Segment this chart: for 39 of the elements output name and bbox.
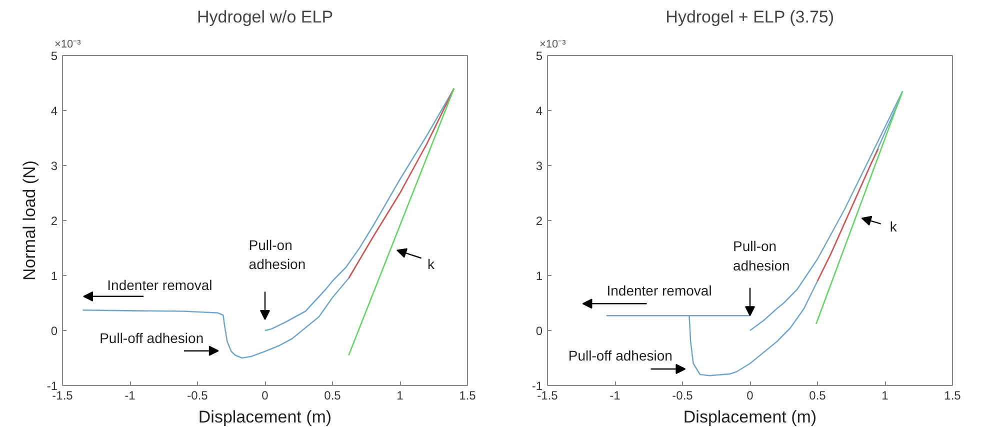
x-tick-label: 0 [262, 388, 269, 402]
y-tick-label: 0 [50, 324, 58, 338]
x-tick-label: 1.5 [459, 388, 476, 402]
y-axis-title: Normal load (N) [20, 160, 39, 280]
chart-title: Hydrogel w/o ELP [196, 8, 334, 26]
y-tick-label: 2 [536, 214, 543, 228]
annotation: Pull-off adhesion [100, 330, 204, 346]
x-tick-label: 1 [882, 388, 889, 402]
x-tick-label: -0.5 [672, 388, 694, 402]
annotation: k [428, 256, 436, 272]
y-tick-label: 5 [50, 49, 58, 63]
x-tick-label: 1.5 [944, 388, 962, 402]
y-tick-label: 4 [536, 104, 543, 118]
x-tick-label: 0.5 [324, 388, 342, 402]
chart-title: Hydrogel + ELP (3.75) [666, 8, 834, 26]
x-tick-label: 0 [746, 388, 754, 402]
annotation: Pull-off adhesion [568, 348, 672, 364]
annotation: Pull-on adhesion [732, 238, 790, 274]
y-tick-label: 5 [536, 49, 543, 63]
x-tick-label: 1 [396, 388, 404, 402]
x-tick-label: -1 [610, 388, 621, 402]
annotation: k [890, 218, 898, 235]
text: ×10⁻³ [540, 38, 566, 50]
annotation: Indenter removal [606, 282, 712, 299]
x-tick-label: 0.5 [809, 388, 826, 402]
y-tick-label: 3 [536, 159, 543, 173]
x-axis-title: Displacement (m) [198, 408, 332, 426]
text: ×10⁻³ [54, 38, 82, 50]
annotation: Indenter removal [107, 277, 212, 294]
x-axis-title: Displacement (m) [683, 408, 817, 426]
y-tick-label: 1 [50, 269, 58, 283]
y-tick-label: 0 [536, 324, 543, 338]
annotation: Pull-on adhesion [248, 236, 306, 272]
y-tick-label: 2 [50, 214, 58, 228]
y-tick-label: 1 [536, 269, 543, 283]
y-tick-label: 4 [50, 104, 58, 118]
y-tick-label: 3 [50, 159, 58, 173]
x-tick-label: -0.5 [187, 388, 208, 402]
x-tick-label: -1 [124, 388, 136, 402]
